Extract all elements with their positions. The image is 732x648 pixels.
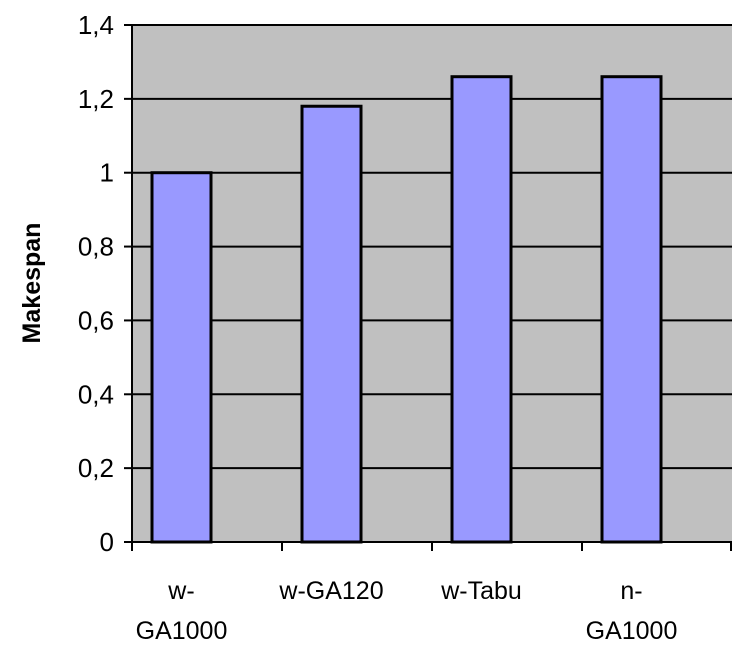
bar xyxy=(300,104,363,544)
bar xyxy=(600,75,663,544)
x-tick-label: w-Tabu xyxy=(440,577,522,605)
x-tick-labels: w-GA1000 w-GA120 w-Tabu n-GA1000 xyxy=(136,577,678,645)
y-tick-label: 1,2 xyxy=(78,84,114,114)
y-tick-label: 0 xyxy=(100,527,114,557)
bar xyxy=(150,171,213,544)
y-tick-label: 0,8 xyxy=(78,232,114,262)
x-tick-label: w-GA120 xyxy=(278,577,383,605)
y-tick-label: 1 xyxy=(100,158,114,188)
x-tick-label: n-GA1000 xyxy=(586,577,678,645)
y-tick-label: 1,4 xyxy=(78,10,114,40)
y-tick-label: 0,2 xyxy=(78,453,114,483)
y-tick-label: 0,6 xyxy=(78,305,114,335)
y-axis-label: Makespan xyxy=(18,223,46,344)
axes xyxy=(124,24,732,551)
y-tick-labels: 0 0,2 0,4 0,6 0,8 1 1,2 1,4 xyxy=(78,10,114,557)
y-tick-label: 0,4 xyxy=(78,379,114,409)
bar xyxy=(450,75,513,544)
x-tick-label: w-GA1000 xyxy=(136,577,228,645)
